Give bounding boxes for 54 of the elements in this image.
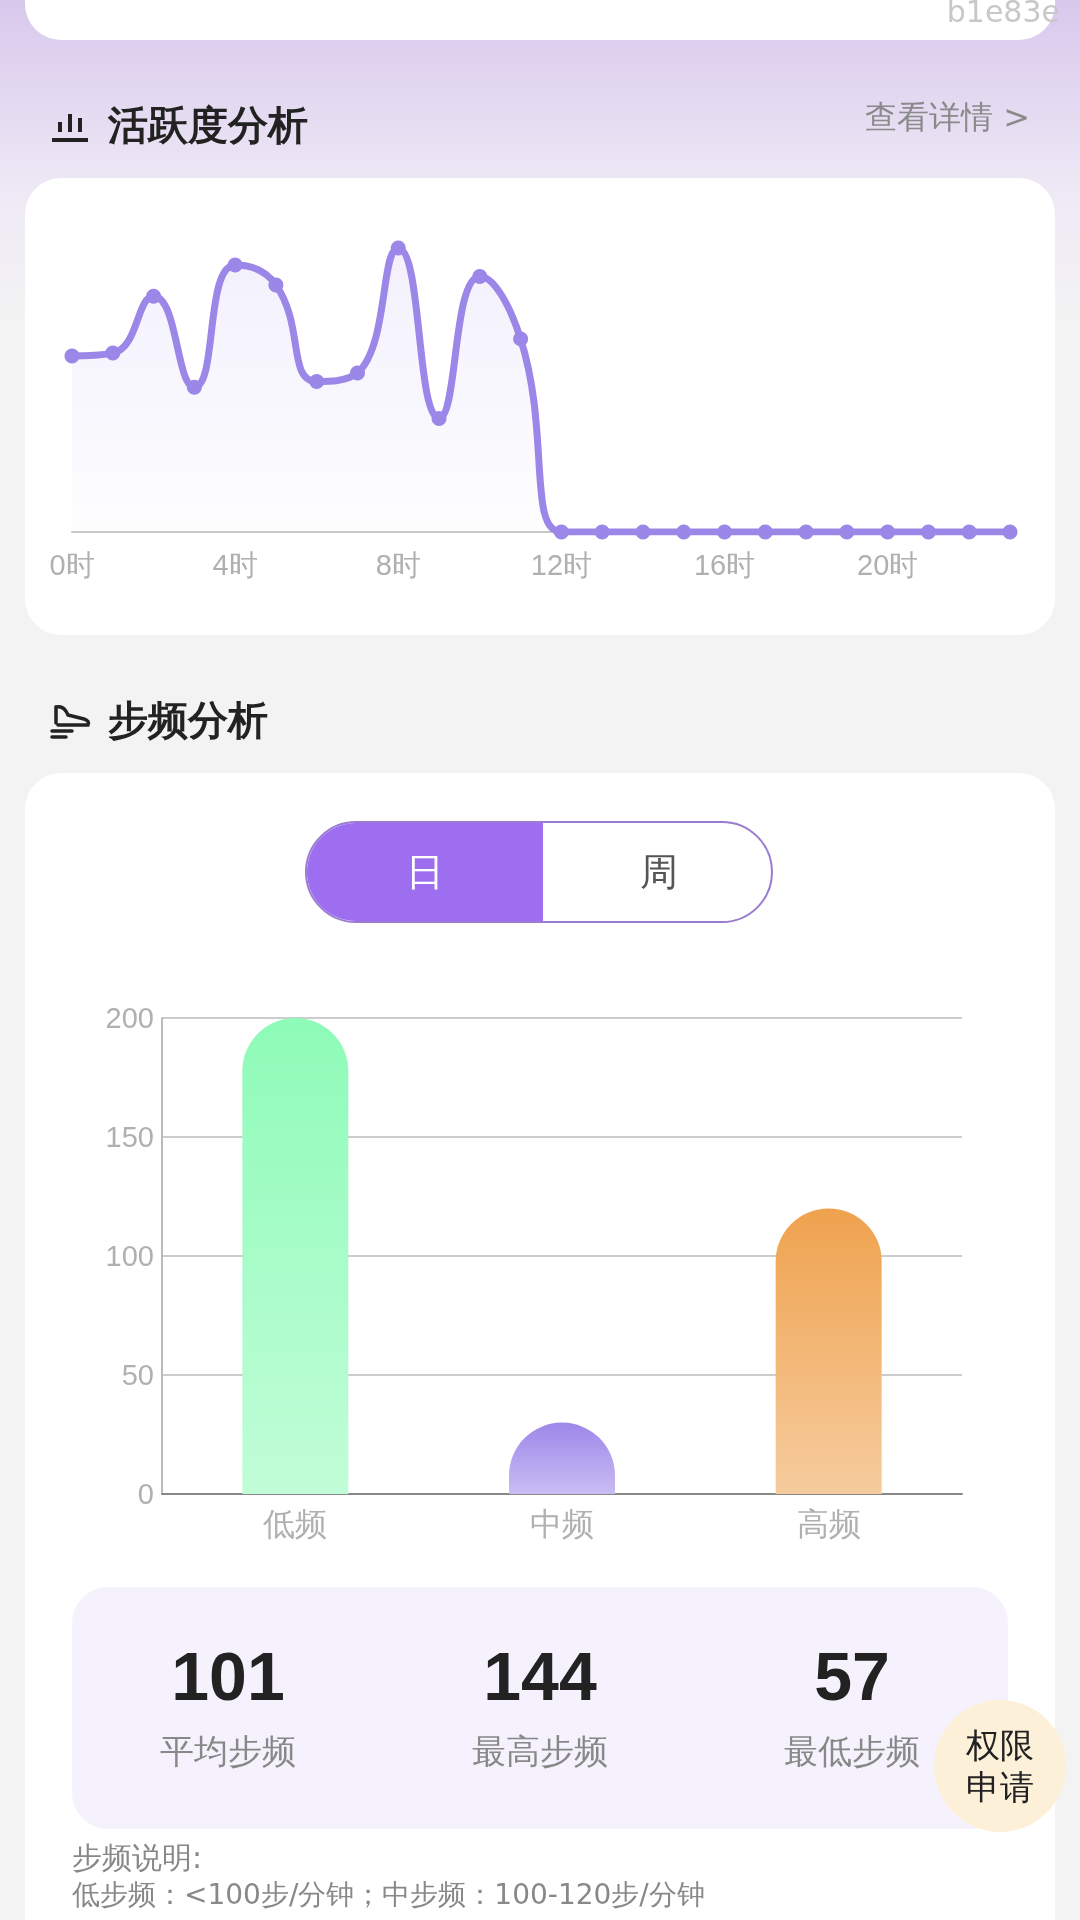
point <box>717 524 733 540</box>
point <box>1002 524 1018 540</box>
point <box>635 524 651 540</box>
point <box>105 345 121 361</box>
point <box>64 348 80 364</box>
category-label: 最低步频 <box>784 1731 920 1771</box>
x-tick-label: 8时 <box>375 548 421 581</box>
point <box>553 524 569 540</box>
text: 低步频：<100步/分钟；中步频：100-120步/分钟 <box>72 1877 705 1913</box>
point <box>880 524 896 540</box>
point <box>472 268 488 284</box>
point <box>676 524 692 540</box>
point <box>268 277 284 293</box>
y-tick-label: 150 <box>105 1121 154 1153</box>
point <box>920 524 936 540</box>
point <box>839 524 855 540</box>
point <box>349 365 365 381</box>
chart-title: 活跃度分析 <box>108 101 308 150</box>
point <box>146 288 162 304</box>
category-label: 平均步频 <box>159 1730 297 1773</box>
data-label: 101 <box>170 1637 286 1715</box>
point <box>431 410 447 426</box>
y-tick-label: 50 <box>121 1359 154 1391</box>
x-tick-label: 4时 <box>212 548 258 581</box>
x-tick-label: 中频 <box>530 1506 594 1542</box>
point <box>186 379 202 395</box>
point <box>390 240 406 256</box>
y-tick-label: 200 <box>105 1002 154 1034</box>
y-tick-label: 0 <box>137 1478 154 1510</box>
y-tick-label: 100 <box>105 1240 154 1272</box>
text: 权限申请 <box>965 1724 1035 1808</box>
point <box>513 331 529 347</box>
text: 查看详情 > <box>865 97 1030 138</box>
text: 周 <box>639 849 679 896</box>
chart-title: 步频分析 <box>108 696 268 745</box>
x-tick-label: 20时 <box>857 548 919 581</box>
x-tick-label: 低频 <box>263 1506 328 1542</box>
x-tick-label: 12时 <box>530 548 593 581</box>
x-tick-label: 0时 <box>49 548 95 581</box>
point <box>594 524 610 540</box>
point <box>798 524 814 540</box>
x-tick-label: 高频 <box>796 1506 861 1542</box>
data-label: 57 <box>813 1637 891 1715</box>
point <box>309 373 325 389</box>
text: 步频说明: <box>72 1839 203 1877</box>
category-label: 最高步频 <box>471 1730 609 1773</box>
text: 日 <box>307 823 543 921</box>
data-label: 144 <box>482 1637 598 1715</box>
bar <box>775 1208 882 1494</box>
point <box>961 524 977 540</box>
point <box>227 257 243 273</box>
point <box>757 524 773 540</box>
bar <box>242 1018 349 1494</box>
x-tick-label: 16时 <box>693 548 756 581</box>
